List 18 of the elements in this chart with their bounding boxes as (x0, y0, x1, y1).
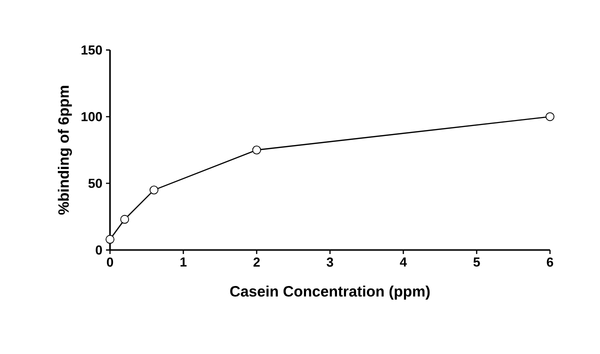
y-tick-label: 50 (88, 178, 102, 188)
point (120, 214, 130, 224)
x-tick-label: 0 (106, 258, 114, 267)
x-tick-label: 5 (473, 258, 480, 267)
x-tick-label: 6 (546, 258, 554, 267)
point (546, 112, 554, 122)
x-axis-title: Casein Concentration (ppm) (230, 286, 430, 300)
x-tick-label: 2 (254, 258, 260, 267)
y-tick-label: 150 (82, 45, 102, 55)
x-tick-label: 3 (326, 258, 334, 267)
point (252, 146, 262, 154)
y-tick-label: 0 (96, 245, 102, 255)
point (106, 234, 114, 244)
y-tick-label: 100 (82, 112, 102, 122)
y-axis-title: %binding of 6ppm (58, 86, 72, 215)
x-tick-label: 4 (400, 258, 407, 266)
x-tick-label: 1 (180, 258, 187, 266)
point (150, 186, 158, 194)
